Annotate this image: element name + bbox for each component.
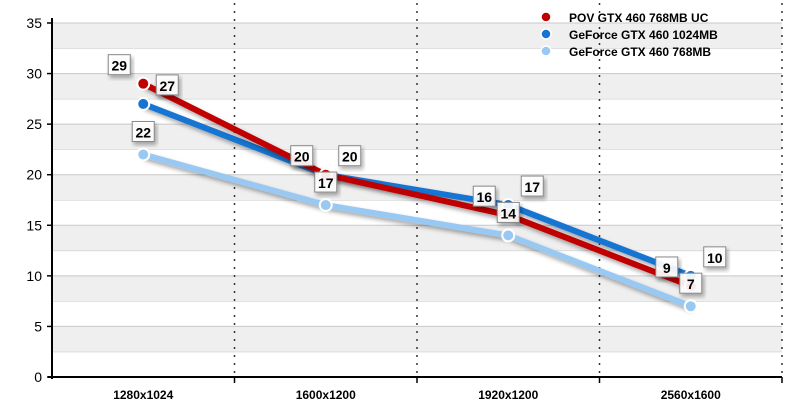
data-label: 7: [687, 276, 695, 292]
y-tick-label: 35: [26, 15, 42, 31]
x-tick-label: 2560x1600: [661, 388, 721, 402]
x-tick-label: 1920x1200: [478, 388, 538, 402]
grid-band: [52, 225, 782, 251]
legend-marker: [540, 28, 552, 40]
legend-marker: [540, 45, 552, 57]
series-line: [142, 151, 692, 309]
y-tick-label: 20: [26, 167, 42, 183]
data-label-box: [155, 74, 179, 96]
data-label: 20: [342, 149, 358, 165]
data-label-box: [131, 120, 155, 142]
x-tick-label: 1600x1200: [296, 388, 356, 402]
data-label-box: [679, 272, 703, 294]
y-tick-label: 10: [26, 268, 42, 284]
grid-band: [52, 124, 782, 150]
data-label-box: [472, 185, 496, 207]
legend-label: POV GTX 460 768MB UC: [569, 11, 709, 25]
y-tick-label: 25: [26, 116, 42, 132]
data-point: [501, 228, 516, 243]
x-tick-label: 1280x1024: [113, 388, 173, 402]
data-label-box: [314, 171, 338, 193]
series-line: [141, 81, 692, 289]
data-label: 27: [159, 78, 175, 94]
data-label-box: [496, 201, 520, 223]
legend-label: GeForce GTX 460 1024MB: [569, 28, 718, 42]
data-point: [136, 96, 151, 111]
y-tick-label: 5: [34, 318, 42, 334]
data-label: 29: [111, 58, 127, 74]
data-label: 9: [663, 260, 671, 276]
data-label: 16: [476, 189, 492, 205]
y-tick-label: 15: [26, 217, 42, 233]
y-tick-label: 0: [34, 369, 42, 385]
series-line: [142, 101, 692, 279]
data-label: 10: [707, 250, 723, 266]
data-label-box: [520, 175, 544, 197]
y-tick-label: 30: [26, 66, 42, 82]
data-label-box: [655, 256, 679, 278]
data-label-box: [107, 54, 131, 76]
data-label-box: [338, 145, 362, 167]
legend-label: GeForce GTX 460 768MB: [569, 45, 711, 59]
data-point: [136, 76, 151, 91]
data-label-box: [703, 246, 727, 268]
data-label: 20: [294, 149, 310, 165]
data-label: 22: [135, 124, 151, 140]
data-point: [683, 299, 698, 314]
data-label: 14: [500, 205, 516, 221]
data-label: 17: [524, 179, 540, 195]
legend-marker: [540, 11, 552, 23]
data-label-box: [290, 145, 314, 167]
data-label: 17: [318, 175, 334, 191]
data-point: [318, 198, 333, 213]
data-point: [136, 147, 151, 162]
